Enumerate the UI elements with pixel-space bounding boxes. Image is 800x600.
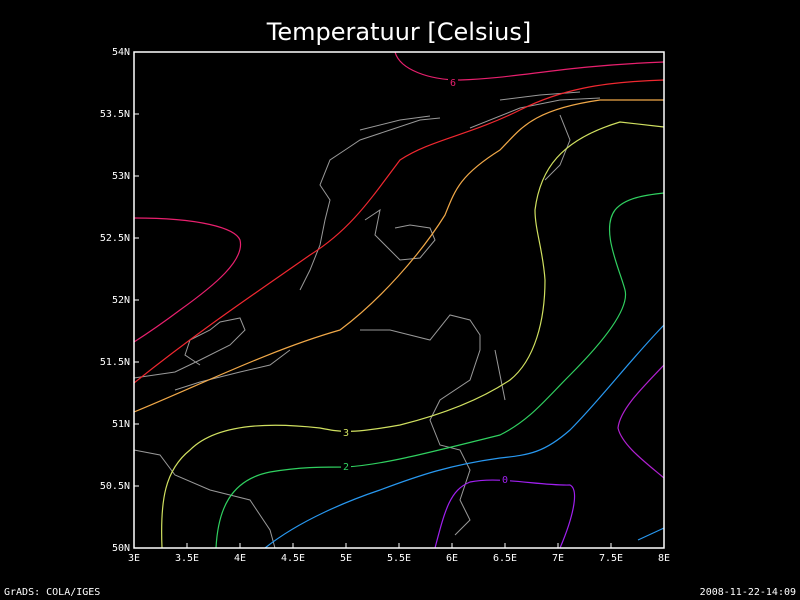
x-tick-label: 3E [128,553,140,564]
y-tick-label: 53.5N [100,109,130,120]
y-tick-label: 52.5N [100,233,130,244]
contour-line [133,217,242,343]
x-tick-label: 7.5E [599,553,623,564]
contour-label-bg [500,474,510,486]
x-tick-label: 5E [340,553,352,564]
contour-label-bg [448,77,458,89]
map-title: Temperatuur [Celsius] [266,18,531,46]
contour-line [434,479,576,549]
x-tick-label: 6.5E [493,553,517,564]
contour-label: 3 [343,428,349,439]
y-tick-label: 51N [112,419,130,430]
y-tick-label: 50N [112,543,130,554]
y-tick-label: 50.5N [100,481,130,492]
x-tick-label: 4E [234,553,246,564]
plot-frame [133,51,665,549]
contour-line [161,121,665,549]
footer-left: GrADS: COLA/IGES [4,587,100,598]
contour-label-bg [341,427,351,439]
x-tick-label: 5.5E [387,553,411,564]
contour-line [264,324,665,549]
contour-line [133,79,665,384]
contour-label: 6 [450,78,456,89]
contour-label: 0 [502,475,508,486]
x-tick-label: 7E [552,553,564,564]
y-tick-label: 54N [112,47,130,58]
footer-right: 2008-11-22-14:09 [700,587,796,598]
x-tick-label: 6E [446,553,458,564]
contour-line [637,527,665,541]
y-tick-label: 51.5N [100,357,130,368]
contour-label: 2 [343,462,349,473]
y-tick-label: 53N [112,171,130,182]
contour-line [215,192,665,549]
contour-line [133,99,664,413]
contour-line [394,51,665,81]
x-tick-label: 8E [658,553,670,564]
x-tick-label: 3.5E [175,553,199,564]
contour-label-bg [341,461,351,473]
contour-line [617,364,665,479]
y-tick-label: 52N [112,295,130,306]
x-tick-label: 4.5E [281,553,305,564]
coastline [133,91,601,549]
